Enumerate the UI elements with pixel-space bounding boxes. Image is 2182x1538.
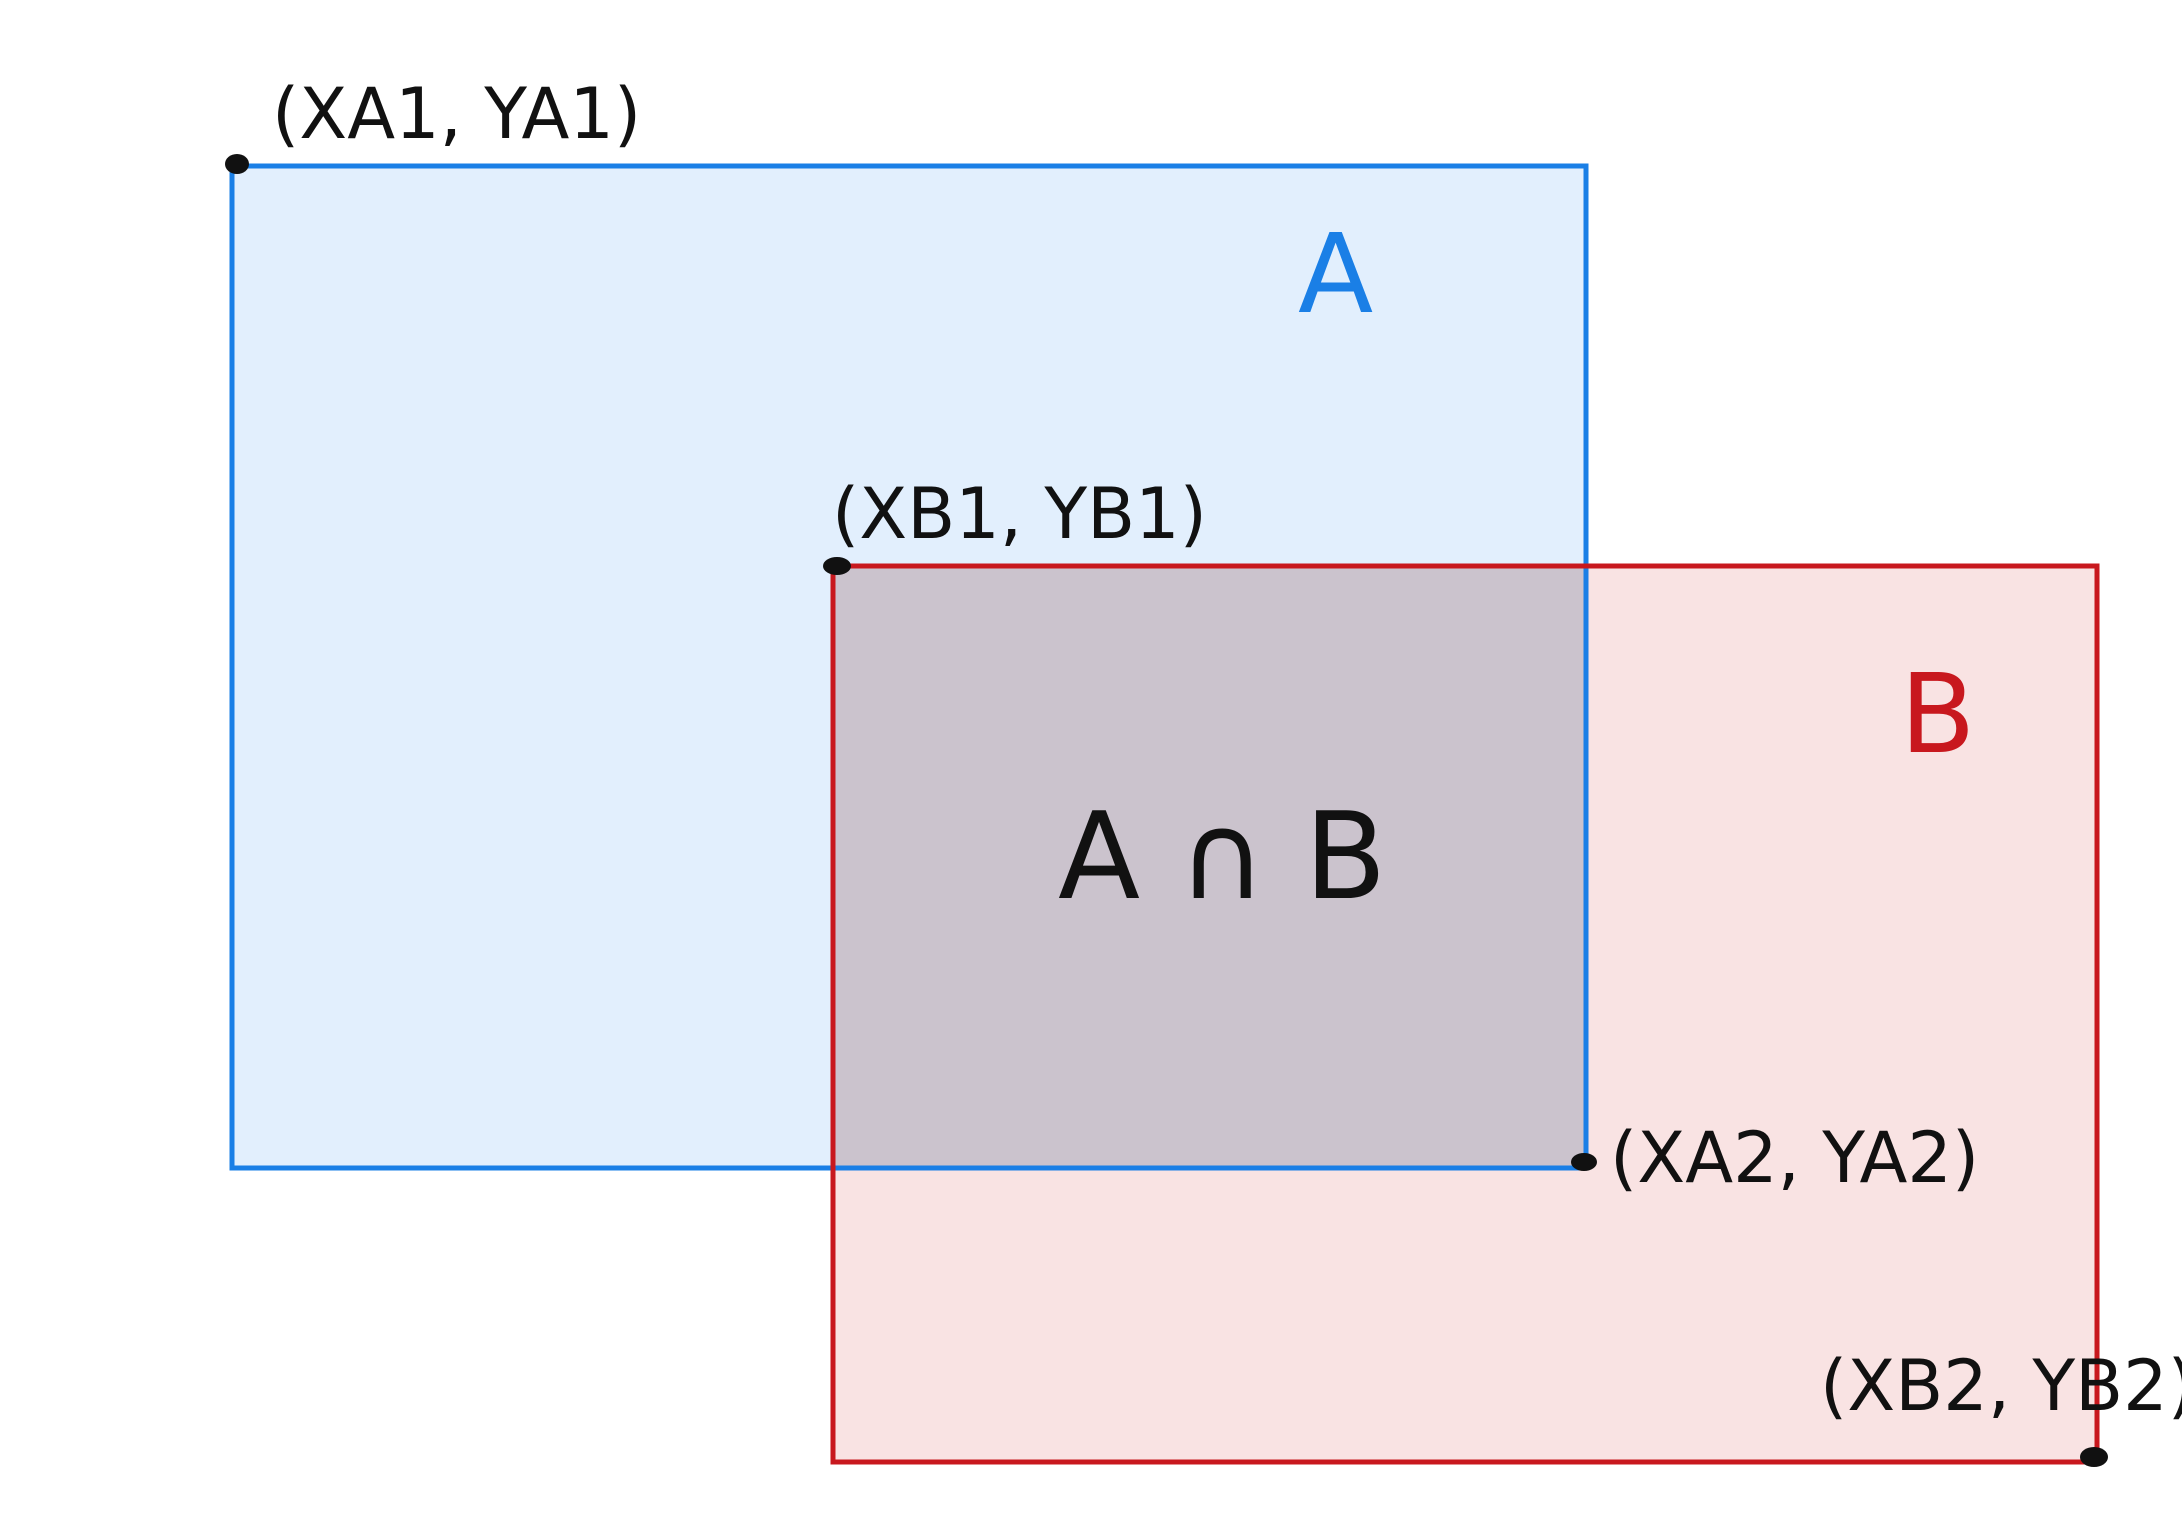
point-b1-dot xyxy=(823,557,851,575)
point-b2-label: (XB2, YB2) xyxy=(1820,1345,2182,1427)
point-a2-dot xyxy=(1571,1153,1597,1171)
rectangle-b-label: B xyxy=(1900,650,1975,778)
point-a2-label: (XA2, YA2) xyxy=(1610,1117,1979,1199)
point-b2-dot xyxy=(2080,1447,2108,1467)
rectangle-a-label: A xyxy=(1298,210,1373,338)
point-b1-label: (XB1, YB1) xyxy=(832,473,1207,555)
point-a1-label: (XA1, YA1) xyxy=(272,73,641,155)
intersection-region xyxy=(835,568,1584,1166)
point-a1-dot xyxy=(225,154,249,174)
intersection-label: A ∩ B xyxy=(1058,788,1387,927)
